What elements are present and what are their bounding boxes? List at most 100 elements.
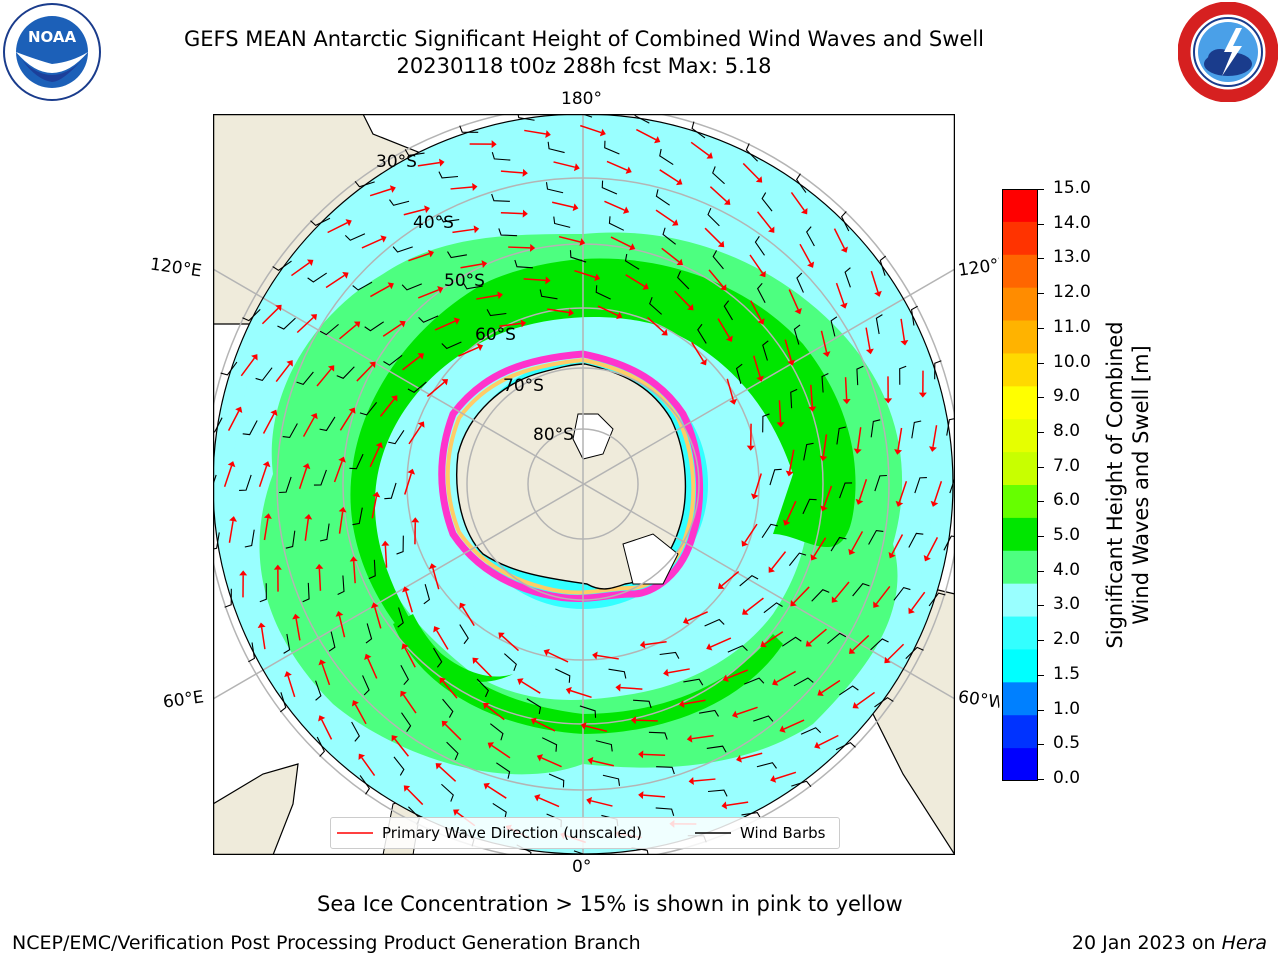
wave-arrow-head [819,455,828,462]
wind-barb [756,282,766,304]
wind-barb [762,340,769,361]
wind-barb [874,696,894,708]
wave-arrow-head [594,273,601,282]
wave-arrow-head [520,319,527,328]
wave-arrow-head [315,563,324,570]
wind-barb [319,323,339,336]
noaa-logo: NOAA [3,3,101,101]
wind-barb [800,727,822,735]
noaa-logo-text: NOAA [28,28,77,46]
colorbar-tick-label: 0.5 [1053,733,1081,754]
wave-arrow-head [687,303,694,311]
wave-arrow [833,228,845,249]
wave-arrow [558,235,581,243]
wave-arrow-head [251,354,258,361]
colorbar-segment [1002,748,1038,781]
wind-barb [423,584,431,605]
wave-arrow-head [686,734,693,743]
wave-arrow [709,186,728,203]
nws-logo [1178,2,1278,102]
colorbar-tick-mark [1038,466,1044,468]
wave-arrow [726,801,749,807]
colorbar-tick-label: 12.0 [1053,282,1091,303]
wave-arrow [339,411,353,431]
wave-arrow [754,473,762,495]
wave-arrow [461,606,475,626]
wave-arrow [708,269,724,288]
wave-arrow [487,785,507,799]
colorbar-tick-mark [1038,744,1044,746]
wave-arrow [402,355,421,371]
wave-arrow [844,377,848,400]
wave-arrow-head [399,320,406,328]
wave-arrow-head [380,235,387,243]
wind-barb [911,420,922,439]
wave-arrow [691,734,714,740]
wave-arrow-head [772,678,779,686]
colorbar-tick-mark [1038,605,1044,607]
wind-barb [526,698,542,715]
wave-arrow-head [721,801,727,810]
wind-barb [608,668,627,679]
wave-arrow-head [391,735,398,742]
wind-barb [744,677,765,685]
colorbar-segment [1002,715,1038,749]
wave-arrow [856,691,875,706]
wave-arrow [338,511,344,534]
wind-barb [459,125,479,133]
wave-arrow [721,570,740,587]
wave-arrow-head [370,602,379,609]
wave-arrow [541,757,562,768]
wave-arrow-head [725,335,733,342]
wave-arrow-head [262,461,271,468]
wave-arrow [321,663,331,686]
wind-barb [735,363,743,384]
wind-barb [793,324,801,345]
wave-arrow-head [487,742,495,749]
wave-arrow [551,201,574,208]
colorbar-segment [1002,254,1038,289]
wave-arrow [402,694,417,714]
wind-barb [272,260,292,272]
wind-barb [875,314,883,335]
wave-arrow-head [586,796,593,805]
wind-barb [769,468,782,486]
wave-arrow [710,637,732,648]
wave-arrow [693,778,716,782]
wave-arrow [524,129,547,135]
wave-arrow-head [545,276,551,285]
colorbar-tick-label: 13.0 [1053,247,1091,268]
wave-arrow-head [483,702,490,710]
wind-barb [704,618,725,627]
wave-arrow [382,323,402,337]
wave-arrow [823,485,833,507]
wind-barb [659,148,674,166]
wave-arrow [788,449,795,472]
wave-arrow [659,169,679,183]
wave-arrow-head [848,548,856,556]
wave-arrow [460,263,483,269]
wave-arrow-head [817,689,824,696]
wave-arrow [321,719,333,740]
wave-arrow-head [661,329,668,336]
wave-arrow [417,289,439,299]
wave-arrow-head [783,519,791,526]
wave-arrow-head [779,725,786,733]
wave-arrow [596,654,619,660]
wind-barb [242,420,258,436]
wind-barb [239,474,252,492]
wave-arrow-head [498,632,505,639]
wave-arrow-head [929,446,937,452]
wave-arrow-head [676,258,683,266]
wave-arrow-head [888,552,896,559]
wind-barb [856,365,864,386]
wave-arrow [646,316,665,333]
wind-barb [870,419,881,438]
wave-arrow-head [573,163,580,172]
lat-label-50s: 50°S [444,271,485,291]
wave-arrow-head [565,686,572,695]
wind-barb [359,775,371,795]
wave-arrow-head [338,506,347,513]
wave-arrow [822,434,828,457]
colorbar-segment [1002,452,1038,486]
